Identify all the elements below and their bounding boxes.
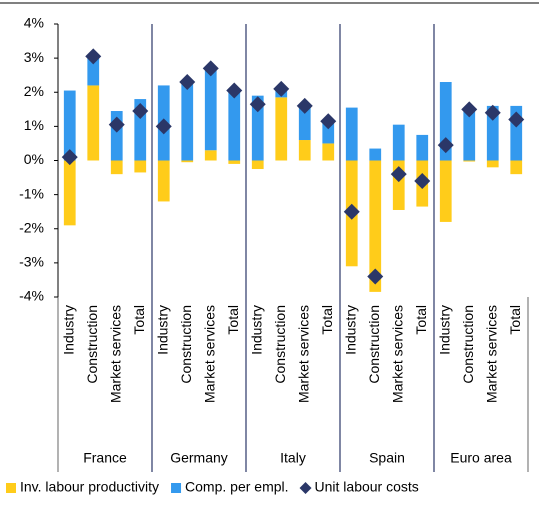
marker xyxy=(414,172,431,189)
bar xyxy=(204,68,217,151)
legend-label: Comp. per empl. xyxy=(185,479,288,495)
bar xyxy=(63,160,76,226)
bar xyxy=(181,160,194,163)
marker xyxy=(61,149,78,166)
y-tick-label: 0% xyxy=(24,151,44,167)
group-label: Italy xyxy=(280,450,306,466)
marker xyxy=(108,116,125,133)
marker xyxy=(508,111,525,128)
bar xyxy=(416,134,429,161)
marker xyxy=(367,268,384,285)
marker xyxy=(437,137,454,154)
bar xyxy=(110,111,123,161)
bar xyxy=(463,160,476,162)
x-tick-label: Construction xyxy=(84,305,100,384)
marker xyxy=(484,104,501,121)
marker xyxy=(390,166,407,183)
group-label: France xyxy=(83,450,127,466)
marker xyxy=(249,96,266,113)
marker xyxy=(226,82,243,99)
y-tick-label: -1% xyxy=(19,185,44,201)
x-tick-label: Market services xyxy=(295,305,311,403)
bar xyxy=(392,160,405,210)
bar xyxy=(275,97,288,161)
y-tick-label: 2% xyxy=(24,83,44,99)
group-label: Spain xyxy=(369,450,405,466)
bar xyxy=(204,150,217,161)
bar xyxy=(510,105,523,161)
y-tick-label: 1% xyxy=(24,117,44,133)
bar xyxy=(322,122,335,144)
bar xyxy=(392,124,405,161)
marker xyxy=(202,60,219,77)
bar xyxy=(228,88,241,161)
y-tick-label: 4% xyxy=(24,15,44,31)
marker xyxy=(273,80,290,97)
x-tick-label: Construction xyxy=(272,305,288,384)
x-tick-label: Industry xyxy=(154,305,170,355)
marker xyxy=(320,113,337,130)
bar xyxy=(181,80,194,161)
bar xyxy=(369,148,382,161)
legend-swatch xyxy=(171,483,182,493)
bar xyxy=(251,160,264,170)
x-tick-label: Construction xyxy=(366,305,382,384)
group-label: Germany xyxy=(170,450,228,466)
marker xyxy=(179,74,196,91)
y-tick-label: -4% xyxy=(19,288,44,304)
y-tick-label: 3% xyxy=(24,49,44,65)
x-tick-label: Total xyxy=(507,305,523,335)
bar xyxy=(63,90,76,161)
bar xyxy=(251,95,264,161)
x-tick-label: Market services xyxy=(483,305,499,403)
bar xyxy=(463,109,476,161)
marker xyxy=(132,103,149,120)
y-tick-label: -2% xyxy=(19,219,44,235)
marker xyxy=(155,118,172,135)
bar xyxy=(298,105,311,141)
bar xyxy=(228,160,241,164)
legend-label: Unit labour costs xyxy=(315,479,419,495)
legend-swatch xyxy=(6,483,16,493)
x-tick-label: Total xyxy=(225,305,241,335)
bar xyxy=(486,105,499,161)
bar xyxy=(110,160,123,175)
legend-marker xyxy=(299,482,312,494)
marker xyxy=(296,97,313,114)
marker xyxy=(343,203,360,220)
x-tick-label: Total xyxy=(319,305,335,335)
bar xyxy=(369,160,382,292)
bar xyxy=(439,82,452,161)
group-label: Euro area xyxy=(450,450,512,466)
bar xyxy=(134,99,147,161)
bar xyxy=(322,143,335,161)
bar xyxy=(157,160,170,202)
legend-label: Inv. labour productivity xyxy=(20,479,159,495)
x-tick-label: Market services xyxy=(107,305,123,403)
x-tick-label: Total xyxy=(131,305,147,335)
bar xyxy=(87,85,100,161)
x-tick-label: Industry xyxy=(436,305,452,355)
y-tick-label: -3% xyxy=(19,254,44,270)
x-tick-label: Total xyxy=(413,305,429,335)
bar xyxy=(439,160,452,222)
x-tick-label: Industry xyxy=(342,305,358,355)
x-tick-label: Industry xyxy=(248,305,264,355)
bar xyxy=(87,54,100,86)
bar xyxy=(486,160,499,168)
bar xyxy=(134,160,147,173)
bar xyxy=(298,140,311,161)
marker xyxy=(461,101,478,118)
marker xyxy=(85,48,102,65)
x-tick-label: Market services xyxy=(389,305,405,403)
bar xyxy=(345,107,358,161)
bar xyxy=(510,160,523,175)
x-tick-label: Market services xyxy=(201,305,217,403)
x-tick-label: Construction xyxy=(460,305,476,384)
x-tick-label: Industry xyxy=(60,305,76,355)
x-tick-label: Construction xyxy=(178,305,194,384)
